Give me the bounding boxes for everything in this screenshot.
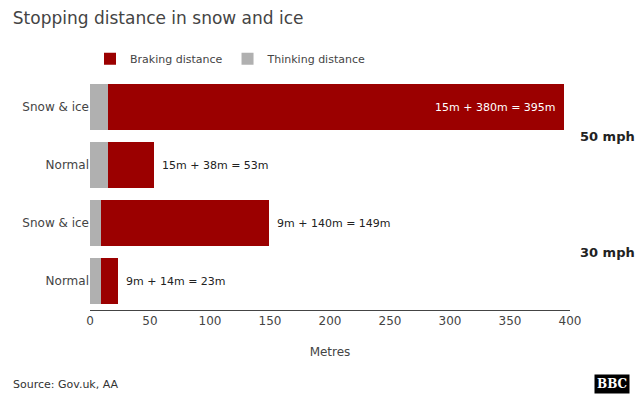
svg-text:Normal: Normal: [46, 158, 89, 172]
svg-text:50 mph: 50 mph: [580, 129, 635, 144]
svg-text:Normal: Normal: [46, 274, 89, 288]
svg-text:Snow & ice: Snow & ice: [22, 100, 89, 114]
svg-text:0: 0: [86, 314, 94, 328]
svg-text:300: 300: [439, 314, 462, 328]
svg-text:Metres: Metres: [310, 345, 351, 359]
svg-text:Source: Gov.uk, AA: Source: Gov.uk, AA: [13, 378, 119, 391]
svg-text:350: 350: [499, 314, 522, 328]
svg-text:50: 50: [142, 314, 157, 328]
svg-text:9m + 14m = 23m: 9m + 14m = 23m: [126, 275, 226, 288]
svg-text:250: 250: [379, 314, 402, 328]
svg-text:400: 400: [559, 314, 582, 328]
svg-text:15m + 38m = 53m: 15m + 38m = 53m: [162, 159, 269, 172]
svg-text:Thinking distance: Thinking distance: [267, 53, 365, 66]
svg-text:Stopping distance in snow and: Stopping distance in snow and ice: [13, 8, 304, 28]
svg-text:200: 200: [319, 314, 342, 328]
svg-text:30 mph: 30 mph: [580, 245, 635, 260]
svg-text:BBC: BBC: [597, 377, 627, 391]
svg-text:150: 150: [259, 314, 282, 328]
svg-text:Braking distance: Braking distance: [130, 53, 223, 66]
svg-text:Snow & ice: Snow & ice: [22, 216, 89, 230]
svg-text:9m + 140m = 149m: 9m + 140m = 149m: [277, 217, 391, 230]
svg-text:100: 100: [199, 314, 222, 328]
svg-text:15m + 380m = 395m: 15m + 380m = 395m: [435, 101, 556, 114]
